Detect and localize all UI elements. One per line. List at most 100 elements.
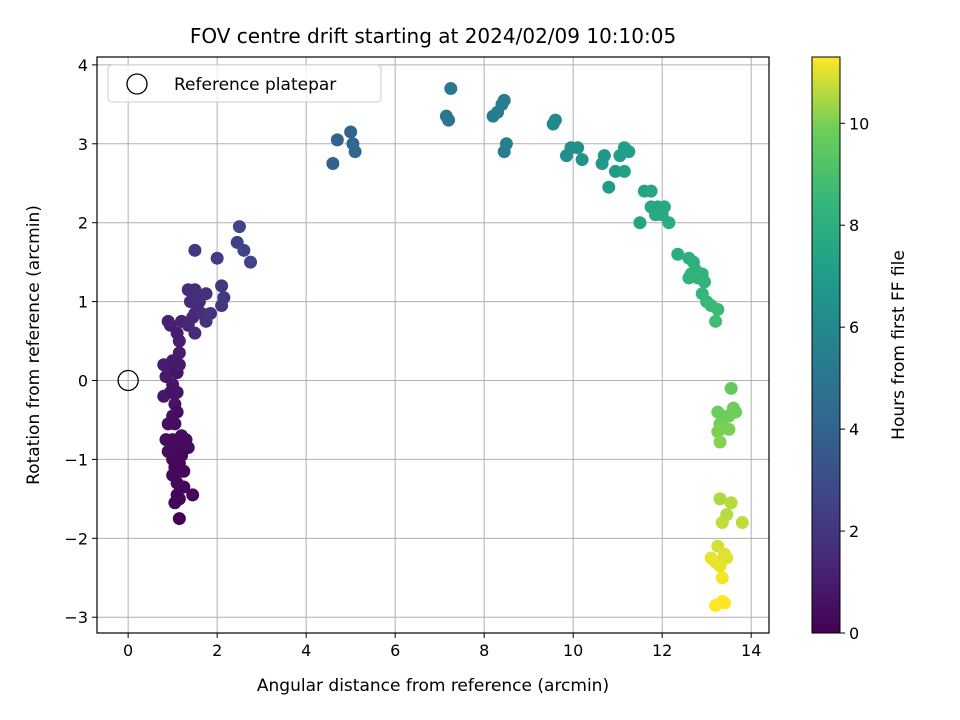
y-axis-label: Rotation from reference (arcmin) xyxy=(24,205,44,485)
data-point xyxy=(724,496,738,510)
y-tick-label: 2 xyxy=(78,214,88,233)
colorbar: 0 2 4 6 8 10 Hours from first FF file xyxy=(811,56,909,643)
colorbar-tick-label: 10 xyxy=(849,114,869,133)
data-points xyxy=(157,82,749,612)
data-point xyxy=(244,255,258,269)
chart-title: FOV centre drift starting at 2024/02/09 … xyxy=(190,24,676,48)
data-point xyxy=(662,216,676,230)
data-point xyxy=(644,184,658,198)
data-point xyxy=(724,381,738,395)
x-axis-ticks: 0 2 4 6 8 10 12 14 xyxy=(123,633,761,660)
grid xyxy=(97,57,769,633)
data-point xyxy=(170,405,184,419)
data-point xyxy=(168,496,182,510)
data-point xyxy=(497,93,511,107)
data-point xyxy=(713,492,727,506)
data-point xyxy=(715,571,729,585)
data-point xyxy=(597,149,611,163)
data-point xyxy=(199,287,213,301)
x-tick-label: 12 xyxy=(652,641,672,660)
data-point xyxy=(633,216,647,230)
data-point xyxy=(188,326,202,340)
data-point xyxy=(217,291,231,305)
data-point xyxy=(188,243,202,257)
data-point xyxy=(608,164,622,178)
colorbar-tick-label: 0 xyxy=(849,624,859,643)
plot-frame xyxy=(96,56,770,634)
x-tick-label: 8 xyxy=(479,641,489,660)
data-point xyxy=(172,346,186,360)
data-point xyxy=(717,596,731,610)
data-point xyxy=(602,180,616,194)
data-point xyxy=(729,405,743,419)
data-point xyxy=(172,334,186,348)
y-tick-label: 0 xyxy=(78,372,88,391)
data-point xyxy=(203,306,217,320)
data-point xyxy=(709,314,723,328)
data-point xyxy=(711,425,725,439)
data-point xyxy=(215,279,229,293)
data-point xyxy=(172,512,186,526)
y-tick-label: 1 xyxy=(78,293,88,312)
legend-box xyxy=(107,64,382,103)
x-tick-label: 2 xyxy=(212,641,222,660)
y-tick-label: −2 xyxy=(64,529,88,548)
legend-label-reference: Reference platepar xyxy=(174,75,336,95)
data-point xyxy=(548,113,562,127)
data-point xyxy=(715,516,729,530)
data-point xyxy=(657,200,671,214)
colorbar-tick-label: 2 xyxy=(849,522,859,541)
reference-marker-group xyxy=(117,369,139,392)
data-point xyxy=(232,220,246,234)
colorbar-tick-label: 6 xyxy=(849,318,859,337)
x-tick-label: 0 xyxy=(123,641,133,660)
x-tick-label: 14 xyxy=(741,641,761,660)
colorbar-ticks: 0 2 4 6 8 10 xyxy=(840,114,869,643)
data-point xyxy=(330,133,344,147)
data-point xyxy=(575,153,589,167)
x-tick-label: 6 xyxy=(390,641,400,660)
data-point xyxy=(735,516,749,530)
y-tick-label: 4 xyxy=(78,56,88,75)
data-point xyxy=(161,314,175,328)
data-point xyxy=(622,145,636,159)
y-tick-label: −1 xyxy=(64,450,88,469)
x-tick-label: 10 xyxy=(563,641,583,660)
data-point xyxy=(697,275,711,289)
data-point xyxy=(161,417,175,431)
colorbar-label: Hours from first FF file xyxy=(889,250,909,440)
data-point xyxy=(682,271,696,285)
data-point xyxy=(348,145,362,159)
data-point xyxy=(722,422,736,436)
data-point xyxy=(713,559,727,573)
data-point xyxy=(617,164,631,178)
reference-point-marker xyxy=(117,369,139,392)
data-point xyxy=(186,488,200,502)
legend-reference-marker xyxy=(126,73,148,95)
data-point xyxy=(671,247,685,261)
y-axis-ticks: −3 −2 −1 0 1 2 3 4 xyxy=(64,56,97,627)
data-point xyxy=(571,141,585,155)
data-point xyxy=(344,125,358,139)
data-point xyxy=(442,113,456,127)
data-point xyxy=(237,243,251,257)
data-point xyxy=(326,157,340,171)
colorbar-gradient xyxy=(811,56,841,634)
colorbar-tick-label: 8 xyxy=(849,216,859,235)
data-point xyxy=(175,448,189,462)
data-point xyxy=(497,145,511,159)
y-tick-label: 3 xyxy=(78,135,88,154)
x-tick-label: 4 xyxy=(301,641,311,660)
x-axis-label: Angular distance from reference (arcmin) xyxy=(257,676,609,696)
data-point xyxy=(444,82,458,96)
data-point xyxy=(210,251,224,265)
data-point xyxy=(170,385,184,399)
legend: Reference platepar xyxy=(107,64,382,103)
data-point xyxy=(711,302,725,316)
data-point xyxy=(713,435,727,449)
data-point xyxy=(172,358,186,372)
colorbar-tick-label: 4 xyxy=(849,420,859,439)
data-point xyxy=(175,464,189,478)
y-tick-label: −3 xyxy=(64,608,88,627)
